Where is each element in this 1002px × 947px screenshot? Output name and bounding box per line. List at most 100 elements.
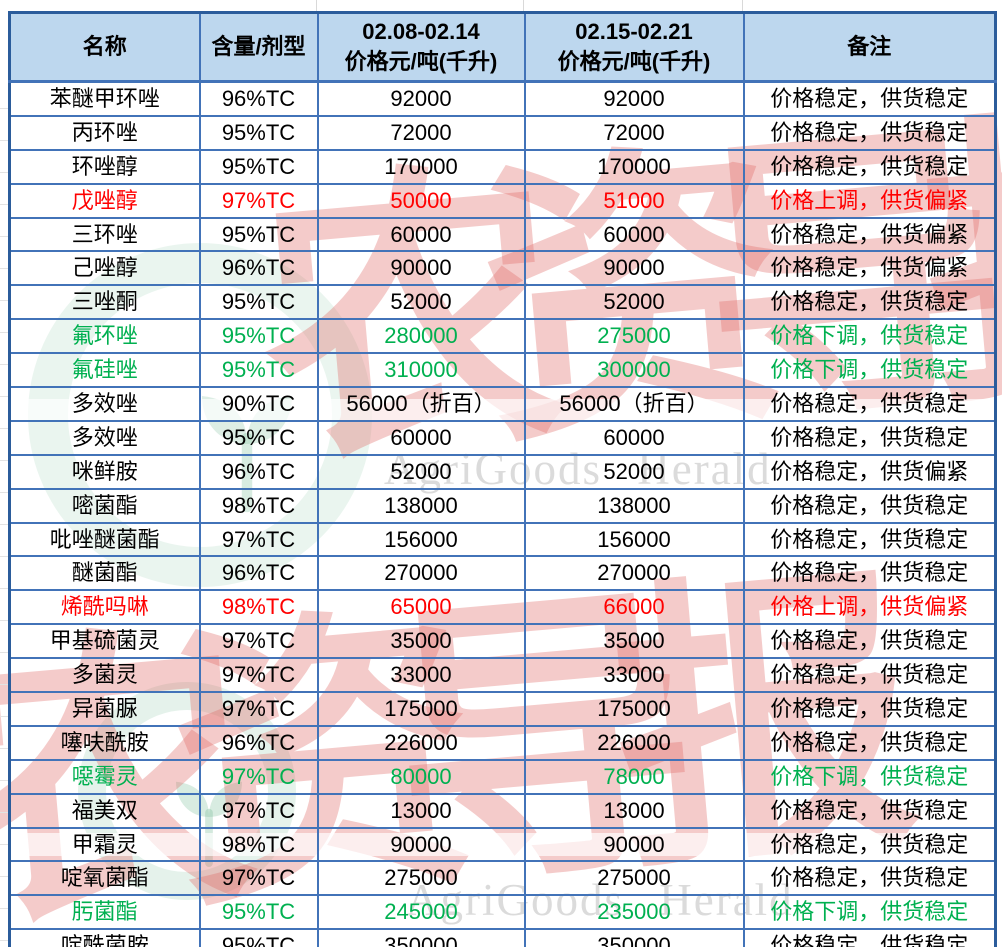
cell-spec: 97%TC: [198, 623, 319, 660]
cell-name: 福美双: [8, 792, 201, 829]
cell-remark: 价格下调，供货稳定: [742, 318, 997, 355]
cell-name: 噻呋酰胺: [8, 724, 201, 761]
pesticide-price-table: 名称 含量/剂型 02.08-02.14 价格元/吨(千升) 02.15-02.…: [8, 11, 997, 947]
cell-price-week2: 52000: [523, 453, 745, 490]
cell-price-week1: 280000: [316, 318, 526, 355]
cell-remark: 价格上调，供货偏紧: [742, 182, 997, 219]
cell-remark: 价格稳定，供货稳定: [742, 419, 997, 456]
header-week2-range: 02.15-02.21: [575, 19, 693, 45]
cell-name: 肟菌酯: [8, 894, 201, 931]
cell-price-week1: 35000: [316, 623, 526, 660]
cell-price-week2: 13000: [523, 792, 745, 829]
table-row: 吡唑醚菌酯 97%TC 156000 156000 价格稳定，供货稳定: [8, 521, 997, 558]
cell-remark: 价格稳定，供货稳定: [742, 114, 997, 151]
table-row: 丙环唑 95%TC 72000 72000 价格稳定，供货稳定: [8, 114, 997, 151]
cell-price-week1: 60000: [316, 419, 526, 456]
cell-price-week2: 72000: [523, 114, 745, 151]
cell-name: 嘧菌酯: [8, 487, 201, 524]
table-row: 三环唑 95%TC 60000 60000 价格稳定，供货偏紧: [8, 216, 997, 253]
header-remark: 备注: [742, 11, 997, 83]
cell-price-week1: 72000: [316, 114, 526, 151]
gridline-hint: [742, 0, 743, 11]
cell-remark: 价格下调，供货稳定: [742, 352, 997, 389]
cell-remark: 价格稳定，供货稳定: [742, 623, 997, 660]
header-week1-unit: 价格元/吨(千升): [344, 49, 498, 74]
cell-price-week2: 66000: [523, 589, 745, 626]
cell-price-week2: 90000: [523, 826, 745, 863]
cell-price-week2: 175000: [523, 691, 745, 727]
table-row: 苯醚甲环唑 96%TC 92000 92000 价格稳定，供货稳定: [8, 80, 997, 117]
cell-price-week1: 90000: [316, 826, 526, 863]
cell-price-week1: 175000: [316, 691, 526, 727]
table-row: 甲基硫菌灵 97%TC 35000 35000 价格稳定，供货稳定: [8, 623, 997, 660]
cell-remark: 价格稳定，供货稳定: [742, 284, 997, 321]
cell-price-week2: 350000: [523, 928, 745, 947]
cell-name: 啶酰菌胺: [8, 928, 201, 947]
cell-name: 三唑酮: [8, 284, 201, 321]
cell-remark: 价格稳定，供货稳定: [742, 80, 997, 117]
table-row: 戊唑醇 97%TC 50000 51000 价格上调，供货偏紧: [8, 182, 997, 219]
cell-price-week2: 92000: [523, 80, 745, 117]
cell-remark: 价格稳定，供货稳定: [742, 826, 997, 863]
header-spec: 含量/剂型: [198, 11, 319, 83]
table-row: 嘧菌酯 98%TC 138000 138000 价格稳定，供货稳定: [8, 487, 997, 524]
table-row: 三唑酮 95%TC 52000 52000 价格稳定，供货稳定: [8, 284, 997, 321]
cell-price-week1: 245000: [316, 894, 526, 931]
table-row: 己唑醇 96%TC 90000 90000 价格稳定，供货偏紧: [8, 250, 997, 287]
cell-name: 三环唑: [8, 216, 201, 253]
cell-price-week2: 156000: [523, 521, 745, 558]
cell-remark: 价格稳定，供货稳定: [742, 860, 997, 897]
cell-spec: 95%TC: [198, 216, 319, 253]
cell-price-week1: 60000: [316, 216, 526, 253]
cell-price-week1: 275000: [316, 860, 526, 897]
cell-price-week2: 235000: [523, 894, 745, 931]
cell-spec: 95%TC: [198, 114, 319, 151]
cell-name: 多菌灵: [8, 657, 201, 694]
table-row: 异菌脲 97%TC 175000 175000 价格稳定，供货稳定: [8, 691, 997, 727]
gridline-hint: [523, 0, 524, 11]
cell-name: 戊唑醇: [8, 182, 201, 219]
cell-name: 丙环唑: [8, 114, 201, 151]
cell-price-week1: 170000: [316, 148, 526, 185]
table-row: 啶氧菌酯 97%TC 275000 275000 价格稳定，供货稳定: [8, 860, 997, 897]
cell-price-week1: 80000: [316, 758, 526, 795]
cell-price-week2: 300000: [523, 352, 745, 389]
cell-remark: 价格稳定，供货稳定: [742, 691, 997, 727]
cell-spec: 95%TC: [198, 928, 319, 947]
cell-price-week1: 156000: [316, 521, 526, 558]
cell-spec: 96%TC: [198, 80, 319, 117]
cell-spec: 95%TC: [198, 318, 319, 355]
cell-remark: 价格上调，供货偏紧: [742, 589, 997, 626]
cell-spec: 95%TC: [198, 352, 319, 389]
cell-price-week1: 270000: [316, 555, 526, 592]
table-row: 多效唑 95%TC 60000 60000 价格稳定，供货稳定: [8, 419, 997, 456]
cell-price-week1: 310000: [316, 352, 526, 389]
table-row: 多效唑 90%TC 56000（折百） 56000（折百） 价格稳定，供货稳定: [8, 386, 997, 422]
cell-price-week2: 78000: [523, 758, 745, 795]
table-row: 醚菌酯 96%TC 270000 270000 价格稳定，供货稳定: [8, 555, 997, 592]
cell-spec: 97%TC: [198, 758, 319, 795]
cell-spec: 97%TC: [198, 521, 319, 558]
cell-price-week2: 60000: [523, 419, 745, 456]
cell-spec: 95%TC: [198, 419, 319, 456]
header-week2-unit: 价格元/吨(千升): [557, 49, 711, 74]
cell-price-week1: 56000（折百）: [316, 386, 526, 422]
cell-price-week1: 33000: [316, 657, 526, 694]
cell-price-week2: 275000: [523, 318, 745, 355]
cell-name: 苯醚甲环唑: [8, 80, 201, 117]
table-row: 肟菌酯 95%TC 245000 235000 价格下调，供货稳定: [8, 894, 997, 931]
cell-name: 己唑醇: [8, 250, 201, 287]
cell-price-week1: 65000: [316, 589, 526, 626]
cell-name: 烯酰吗啉: [8, 589, 201, 626]
cell-remark: 价格下调，供货稳定: [742, 894, 997, 931]
table-row: 噁霉灵 97%TC 80000 78000 价格下调，供货稳定: [8, 758, 997, 795]
cell-price-week1: 50000: [316, 182, 526, 219]
cell-price-week2: 138000: [523, 487, 745, 524]
table-row: 多菌灵 97%TC 33000 33000 价格稳定，供货稳定: [8, 657, 997, 694]
cell-spec: 98%TC: [198, 826, 319, 863]
cell-remark: 价格稳定，供货偏紧: [742, 453, 997, 490]
cell-price-week1: 52000: [316, 453, 526, 490]
cell-name: 甲基硫菌灵: [8, 623, 201, 660]
cell-remark: 价格下调，供货稳定: [742, 758, 997, 795]
cell-price-week1: 90000: [316, 250, 526, 287]
